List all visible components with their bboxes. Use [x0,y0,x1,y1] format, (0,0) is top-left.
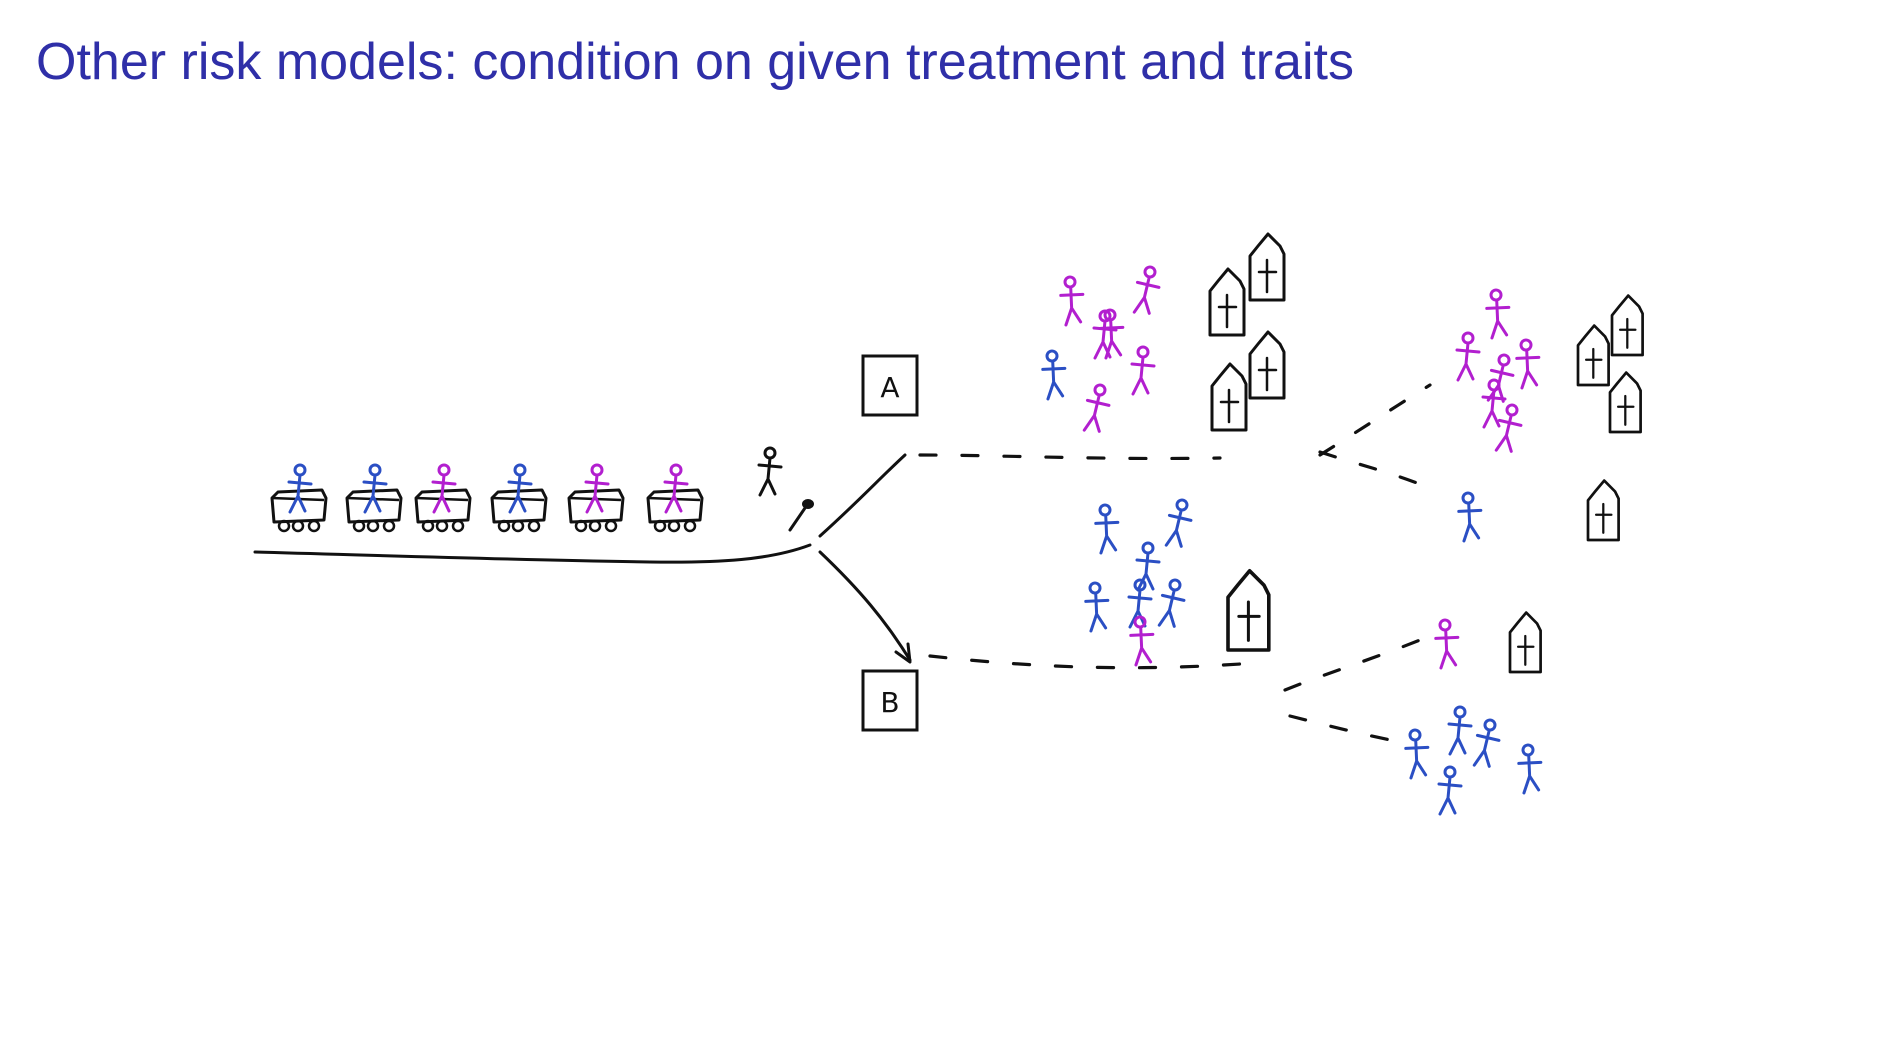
stick-figure-icon [1512,337,1545,390]
lever-icon [788,506,807,532]
outcome-group-a-blue [1454,479,1620,543]
branch-b-track [818,550,912,662]
stick-figure-icon [1485,352,1518,405]
outcome-group-b-total [1081,497,1271,667]
stick-figure-icon [1163,497,1196,550]
outcome-group-a-purple [1455,287,1644,455]
stick-figure-icon [1493,402,1526,455]
treatment-a-box: A [861,354,919,417]
gravestone-icon [1608,371,1642,434]
stick-figure-icon [1455,331,1481,382]
stick-figure-icon [1447,705,1473,756]
gravestone-icon [1208,267,1246,337]
gravestone-icon [1586,479,1620,542]
stick-figure-icon [1156,577,1189,630]
stick-figure-icon [1130,345,1156,396]
stick-figure-icon [1081,580,1114,633]
treatment-b-label: B [880,686,899,719]
gravestone-icon [1508,611,1542,674]
stick-figure-icon [1091,502,1124,555]
slide-title: Other risk models: condition on given tr… [36,33,1354,91]
stick-figure-icon [1056,274,1089,327]
gravestone-icon [1226,568,1271,652]
dashed-path-a-upper [1318,383,1432,457]
stick-figure-icon [1038,348,1071,401]
branch-a-track [818,453,907,538]
treatment-b-box: B [861,669,919,732]
gravestone-icon [1610,294,1644,357]
stick-figure-icon [1081,382,1114,435]
dashed-path-b [928,654,1242,670]
treatment-a-label: A [880,371,899,404]
stick-figure-icon [757,446,783,497]
stick-figure-icon [1431,617,1464,670]
outcome-group-b-purple [1431,611,1542,674]
stick-figure-icon [1514,742,1547,795]
dashed-path-b-lower [1288,714,1402,744]
main-track [253,543,812,564]
stick-figure-icon [1482,287,1515,340]
stick-figure-icon [1131,264,1164,317]
outcome-group-a-total [1038,232,1286,435]
branch-b-arrowhead [894,642,912,664]
trolley-train [270,463,704,533]
lever-knob [802,499,814,509]
outcome-groups [1038,232,1644,816]
gravestone-icon [1576,324,1610,387]
stick-figure-icon [1454,490,1487,543]
outcome-group-b-blue [1401,705,1547,816]
stick-figure-icon [1135,541,1161,592]
stick-figure-icon [1437,765,1463,816]
gravestone-icon [1248,330,1286,400]
gravestone-icon [1248,232,1286,302]
dashed-path-b-upper [1283,638,1422,692]
gravestone-icon [1210,362,1248,432]
stick-figure-icon [1471,717,1504,770]
dashed-path-a-lower [1318,450,1432,490]
stick-figure-icon [1401,727,1434,780]
dashed-path-a [918,453,1222,461]
lever-operator [757,446,814,532]
